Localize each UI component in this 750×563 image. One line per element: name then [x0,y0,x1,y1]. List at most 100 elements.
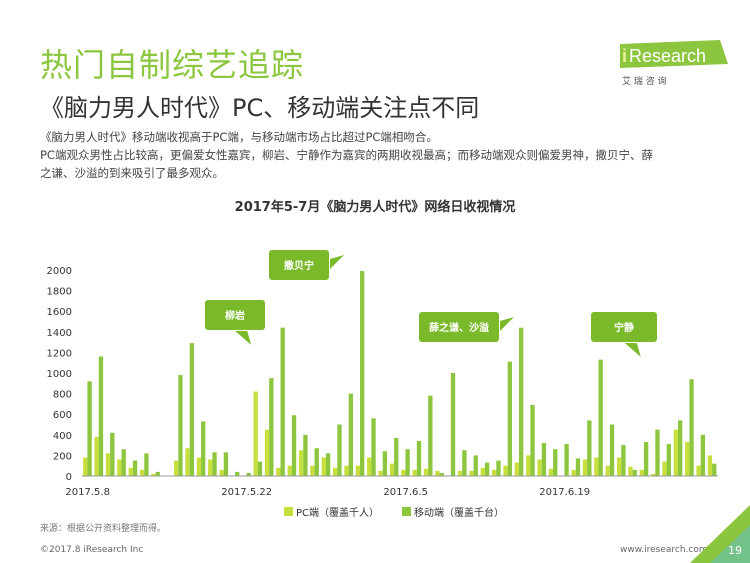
y-tick-label: 2000 [47,266,72,277]
bar [253,391,258,476]
bar [484,462,490,476]
bar [276,467,281,476]
copyright: ©2017.8 iResearch Inc [40,545,144,555]
bar [639,469,644,476]
bar [382,451,388,476]
bar [689,379,694,476]
bar [575,458,581,476]
bar [83,457,88,476]
bar [280,327,285,476]
bar [235,471,240,476]
bar [178,375,183,476]
bar [435,470,440,476]
bar [541,443,547,476]
logo-i: i [622,46,627,66]
bar [360,271,365,476]
description-line-1: 《脑力男人时代》移动端收视高于PC端，与移动端市场占比超过PC端相吻合。 [40,130,438,144]
bar [564,444,569,476]
bar [291,415,297,476]
page-number: 19 [728,544,742,557]
bar [696,465,701,476]
bar [582,459,588,476]
callout-label: 柳岩 [225,309,245,322]
bar [105,453,111,476]
y-tick-label: 800 [53,390,72,401]
bar [208,459,213,476]
callout-label: 撒贝宁 [284,259,314,272]
bar [314,448,319,476]
legend-label: 移动端（覆盖千台） [414,506,504,519]
bar [303,434,308,476]
y-tick-label: 1600 [47,307,72,318]
callout-pointer [500,317,514,331]
callout-label: 宁静 [614,321,634,334]
x-tick-label: 2017.5.22 [221,487,272,498]
x-tick-label: 2017.5.8 [65,487,110,498]
bar [707,455,713,476]
description-line-3: 之谦、沙溢的到来吸引了最多观众。 [40,166,224,180]
bar [526,455,531,476]
bar [628,466,633,476]
bar [310,465,315,476]
y-tick-label: 1200 [47,348,72,359]
bar [503,465,508,476]
y-tick-label: 600 [53,410,72,421]
bar [121,449,126,476]
bar [548,468,554,476]
bar [662,461,667,476]
callout: 薛之谦、沙溢 [417,310,514,344]
bar [428,395,433,476]
bar [598,359,603,476]
bar [389,463,395,476]
chart-title: 2017年5-7月《脑力男人时代》网络日收视情况 [234,200,516,215]
y-tick-label: 1800 [47,287,72,298]
bar [412,469,417,476]
bar [185,448,190,476]
y-tick-label: 200 [53,451,72,462]
bar [530,404,535,476]
description: 《脑力男人时代》移动端收视高于PC端，与移动端市场占比超过PC端相吻合。 PC端… [40,128,730,182]
bar [405,449,410,476]
bar [378,470,383,476]
bar [655,429,660,476]
bar [469,470,474,476]
bar [394,437,399,476]
callout-pointer [330,255,344,269]
bar [673,429,679,476]
logo-tagline: 艾 瑞 咨 询 [622,75,667,87]
callout: 宁静 [589,310,659,357]
legend-swatch [402,507,411,516]
x-tick-label: 2017.6.19 [539,487,590,498]
description-line-2: PC端观众男性占比较高，更偏爱女性嘉宾，柳岩、宁静作为嘉宾的两期收视最高；而移动… [40,148,653,162]
bar [519,327,524,476]
logo-research: Research [629,46,706,66]
bar [621,445,626,476]
bar [571,469,576,476]
callout-box [589,310,659,344]
bar [473,455,478,476]
bar [298,450,304,476]
bar [264,429,270,476]
page-title: 热门自制综艺追踪 [40,46,305,84]
bar [139,469,145,476]
bar [700,434,706,476]
bar [587,420,592,476]
bar [332,467,338,476]
bar [507,361,512,476]
x-tick-label: 2017.6.5 [383,487,428,498]
bar [128,467,133,476]
bar [348,393,353,476]
y-tick-label: 1400 [47,328,72,339]
page-subtitle: 《脑力男人时代》PC、移动端关注点不同 [40,94,480,122]
bar [632,469,637,476]
bar [257,461,263,476]
website-url: www.iresearch.com.cn [620,545,722,555]
bar [173,460,179,476]
bar [94,436,99,476]
bar [269,378,274,476]
bar [491,469,497,476]
bar [666,444,671,476]
callout-label: 薛之谦、沙溢 [429,321,489,334]
bar [605,465,610,476]
